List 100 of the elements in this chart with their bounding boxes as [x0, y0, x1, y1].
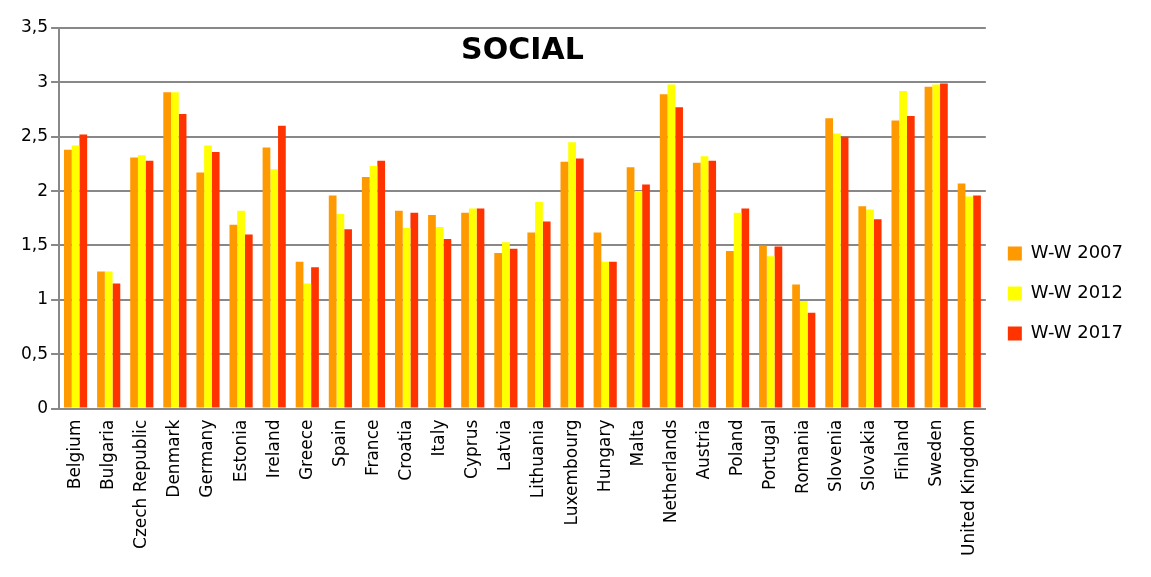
bar	[825, 118, 834, 408]
y-tick-label: 2,5	[20, 125, 49, 146]
y-tick-label: 1,5	[20, 233, 49, 254]
bar	[924, 86, 933, 408]
bar	[667, 84, 676, 408]
bar	[609, 261, 617, 408]
y-tick-label: 1	[37, 288, 49, 309]
bar	[211, 151, 220, 408]
bar	[71, 145, 80, 408]
bar	[443, 238, 452, 408]
bar	[395, 210, 403, 408]
bar	[700, 156, 709, 408]
bar	[244, 234, 253, 408]
x-tick-label: Romania	[792, 419, 813, 494]
bar	[759, 245, 767, 408]
bar	[494, 253, 503, 408]
bar	[270, 169, 279, 408]
y-tick-label: 3	[37, 70, 49, 91]
bar	[64, 149, 72, 408]
bar	[361, 176, 370, 408]
x-tick-label: Belgium	[64, 419, 85, 490]
x-tick-label: Slovakia	[858, 419, 879, 491]
bar	[278, 125, 286, 408]
bar	[601, 261, 610, 408]
x-tick-label: France	[361, 419, 382, 477]
bar	[104, 271, 113, 408]
x-tick-label: Malta	[626, 419, 647, 467]
bar	[344, 229, 352, 408]
bar	[575, 158, 584, 408]
bar	[792, 284, 800, 408]
bar	[130, 157, 138, 408]
bar	[402, 228, 411, 408]
bar	[593, 232, 602, 408]
bar	[840, 136, 849, 408]
y-tick-label: 0	[37, 396, 49, 417]
bar	[369, 166, 378, 408]
bar	[229, 224, 238, 408]
x-tick-label: Denmark	[163, 419, 184, 498]
bar	[97, 271, 105, 408]
bar	[112, 283, 121, 408]
bar	[833, 133, 841, 408]
bar	[542, 221, 551, 408]
x-tick-label: Bulgaria	[97, 419, 118, 491]
legend-label: W-W 2017	[1030, 321, 1124, 343]
bar	[675, 107, 683, 408]
bar	[196, 172, 205, 408]
x-tick-label: Ireland	[262, 419, 283, 479]
bar	[560, 161, 569, 408]
legend-label: W-W 2007	[1030, 241, 1124, 263]
bar	[866, 209, 874, 408]
bar	[79, 134, 88, 408]
x-tick-label: Greece	[295, 419, 316, 481]
x-tick-label: Czech Republic	[130, 419, 151, 549]
x-tick-label: Luxembourg	[560, 419, 581, 526]
x-tick-label: Italy	[428, 419, 449, 457]
bar	[145, 160, 154, 408]
bar	[535, 201, 543, 408]
x-tick-label: Portugal	[759, 419, 780, 490]
bar	[461, 212, 469, 408]
x-tick-label: Hungary	[593, 419, 614, 493]
bar	[237, 210, 245, 408]
bar	[262, 147, 271, 408]
bar	[726, 250, 734, 408]
bar	[171, 92, 179, 408]
bar	[377, 160, 386, 408]
bar	[973, 195, 981, 408]
bar	[899, 91, 907, 408]
bar	[708, 160, 717, 408]
bar	[733, 212, 742, 408]
bar	[476, 208, 485, 408]
chart-title: SOCIAL	[461, 30, 584, 66]
bar	[858, 206, 867, 408]
bar	[428, 215, 436, 408]
bar	[410, 212, 419, 408]
bar	[163, 92, 172, 408]
x-tick-label: Slovenia	[825, 419, 846, 492]
bar	[527, 232, 536, 408]
y-tick-label: 2	[37, 179, 49, 200]
bar	[957, 183, 966, 408]
x-tick-label: Lithuania	[527, 419, 548, 499]
x-tick-label: Spain	[328, 419, 349, 468]
bar	[626, 167, 635, 408]
x-tick-label: Cyprus	[461, 419, 482, 479]
bar	[435, 226, 444, 408]
y-tick-label: 3,5	[20, 16, 49, 37]
bar	[328, 195, 337, 408]
bar	[891, 120, 900, 408]
bar	[799, 300, 808, 408]
bar	[642, 184, 650, 408]
bar	[940, 83, 948, 408]
bar	[932, 84, 941, 408]
x-tick-label: Finland	[891, 419, 912, 481]
bar	[873, 219, 882, 408]
x-tick-label: Croatia	[395, 419, 416, 481]
bar	[766, 256, 775, 408]
y-tick-label: 0,5	[20, 342, 49, 363]
x-tick-label: Austria	[692, 419, 713, 480]
bar	[311, 267, 319, 408]
bar	[303, 283, 312, 408]
bar	[502, 242, 510, 408]
